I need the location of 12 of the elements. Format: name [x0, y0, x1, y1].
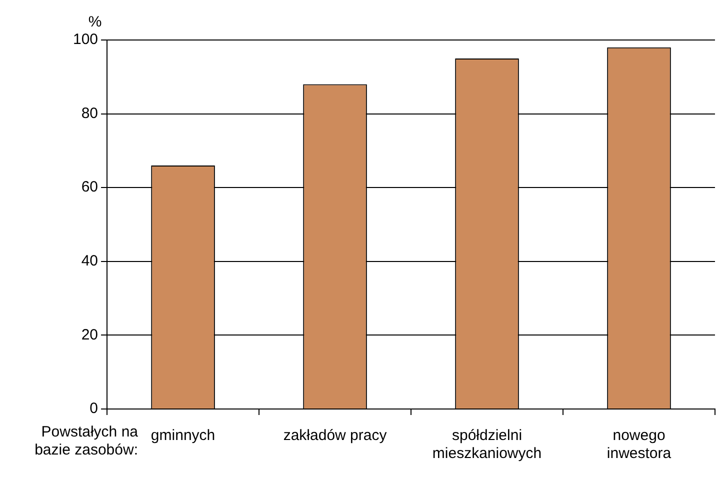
x-tick-label: zakładów pracy: [283, 427, 388, 444]
x-tick-label: nowego inwestora: [606, 427, 672, 462]
y-tick-label: 0: [90, 400, 98, 418]
x-tick-label: gminnych: [150, 427, 216, 444]
y-tick-label: 80: [81, 104, 98, 122]
x-axis-title: Powstałych na bazie zasobów:: [34, 424, 139, 459]
y-tick-label: 40: [81, 252, 98, 270]
y-tick-label: 60: [81, 178, 98, 196]
x-tick-label: spółdzielni mieszkaniowych: [432, 427, 542, 462]
y-axis-title: %: [88, 14, 102, 31]
y-tick-label: 20: [81, 326, 98, 344]
y-tick-label: 100: [72, 31, 98, 48]
